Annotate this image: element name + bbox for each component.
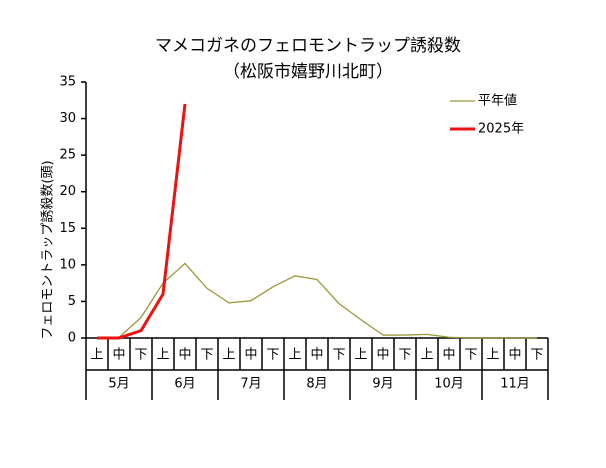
x-tick-label: 下 — [398, 348, 411, 363]
x-tick-label: 上 — [288, 348, 301, 363]
month-label: 8月 — [306, 377, 327, 392]
y-tick-label: 35 — [59, 75, 76, 90]
x-tick-label: 下 — [530, 348, 543, 363]
y-tick-label: 5 — [68, 294, 76, 309]
x-tick-label: 上 — [354, 348, 367, 363]
y-tick-label: 25 — [59, 148, 76, 163]
legend-label: 2025年 — [478, 122, 524, 137]
x-tick-label: 上 — [156, 348, 169, 363]
x-tick-label: 中 — [178, 348, 191, 363]
chart-subtitle: （松阪市嬉野川北町） — [223, 62, 393, 82]
month-label: 7月 — [240, 377, 261, 392]
y-tick-label: 30 — [59, 111, 76, 126]
month-label: 5月 — [108, 377, 129, 392]
month-label: 10月 — [434, 377, 464, 392]
x-tick-label: 上 — [222, 348, 235, 363]
x-tick-label: 下 — [134, 348, 147, 363]
x-tick-label: 上 — [90, 348, 103, 363]
x-tick-label: 中 — [442, 348, 455, 363]
x-tick-label: 下 — [464, 348, 477, 363]
x-tick-label: 中 — [244, 348, 257, 363]
x-tick-label: 中 — [112, 348, 125, 363]
month-label: 11月 — [500, 377, 530, 392]
x-tick-label: 下 — [332, 348, 345, 363]
chart-title: マメコガネのフェロモントラップ誘殺数 — [155, 36, 461, 56]
y-tick-label: 20 — [59, 184, 76, 199]
series-line — [96, 262, 537, 339]
x-tick-label: 下 — [200, 348, 213, 363]
x-tick-label: 上 — [486, 348, 499, 363]
x-tick-label: 中 — [376, 348, 389, 363]
series-line — [97, 103, 187, 340]
month-label: 9月 — [372, 377, 393, 392]
month-label: 6月 — [174, 377, 195, 392]
y-tick-label: 15 — [59, 221, 76, 236]
x-tick-label: 上 — [420, 348, 433, 363]
y-axis-label: フェロモントラップ誘殺数(頭) — [41, 160, 56, 339]
x-tick-label: 中 — [508, 348, 521, 363]
x-tick-label: 下 — [266, 348, 279, 363]
legend-label: 平年値 — [478, 93, 517, 109]
y-tick-label: 10 — [59, 257, 76, 272]
x-tick-label: 中 — [310, 348, 323, 363]
y-tick-label: 0 — [68, 331, 76, 346]
